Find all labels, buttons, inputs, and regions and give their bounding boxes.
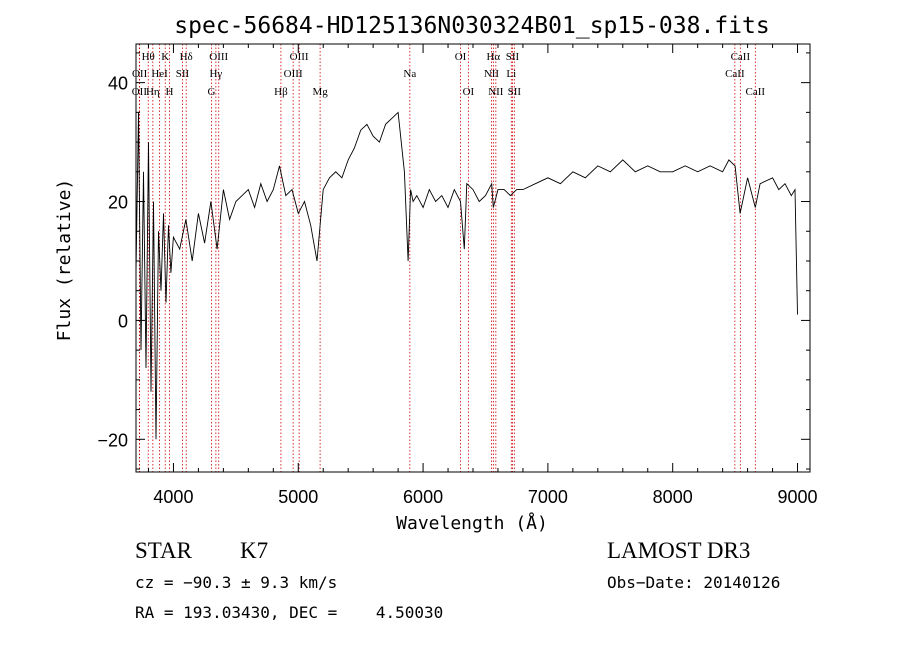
line-label-2: Hθ: [142, 51, 155, 63]
line-label-5: K: [161, 51, 169, 63]
line-label-8: Hδ: [180, 51, 193, 63]
x-tick-label-0: 4000: [153, 487, 193, 507]
line-label-10: Hγ: [209, 68, 222, 80]
line-label-18: OI: [463, 86, 475, 98]
line-label-12: Hβ: [274, 86, 288, 98]
y-axis-label: Flux (relative): [54, 179, 75, 342]
object-subclass: K7: [240, 538, 269, 563]
line-label-19: NII: [484, 68, 500, 80]
line-label-3: Hη: [146, 86, 160, 98]
line-label-23: SII: [506, 51, 520, 63]
line-label-1: OII: [132, 68, 148, 80]
x-tick-label-3: 7000: [528, 487, 568, 507]
x-axis-label: Wavelength (Å): [396, 512, 548, 534]
y-axis-ticks: −20 0 20 40: [97, 52, 810, 470]
line-label-11: OIII: [209, 51, 228, 63]
spectral-line-labels: OIIOIIHθHηHeIKHSIIHδGHγOIIIHβOIIIOIIIMgN…: [132, 51, 766, 98]
object-class: STAR: [135, 538, 192, 563]
plot-frame: [135, 43, 811, 473]
line-label-7: SII: [176, 68, 190, 80]
chart-title: spec-56684-HD125136N030324B01_sp15-038.f…: [174, 13, 769, 39]
x-axis-ticks: 4000 5000 6000 7000 8000 9000: [147, 44, 818, 507]
x-tick-label-4: 8000: [653, 487, 693, 507]
y-tick-label-1: 0: [118, 311, 128, 331]
line-label-14: OIII: [290, 51, 309, 63]
ra-dec-coordinates: RA = 193.03430, DEC = 4.50030: [135, 603, 444, 622]
line-label-20: Hα: [486, 51, 500, 63]
line-label-16: Na: [403, 68, 416, 80]
line-label-27: CaII: [746, 86, 766, 98]
line-label-13: OIII: [284, 68, 303, 80]
line-label-4: HeI: [151, 68, 168, 80]
observation-date: Obs−Date: 20140126: [607, 573, 781, 592]
y-tick-label-2: 20: [108, 193, 128, 213]
line-label-6: H: [165, 86, 173, 98]
line-label-15: Mg: [312, 86, 328, 98]
line-label-24: SII: [508, 86, 522, 98]
y-tick-label-0: −20: [97, 430, 128, 450]
line-label-0: OII: [132, 86, 148, 98]
y-tick-label-3: 40: [108, 74, 128, 94]
x-tick-label-2: 6000: [403, 487, 443, 507]
survey-name: LAMOST DR3: [607, 538, 751, 563]
line-label-9: G: [208, 86, 216, 98]
redshift-cz: cz = −90.3 ± 9.3 km/s: [135, 573, 338, 592]
spectrum-series-line: [135, 111, 798, 440]
line-label-25: CaII: [725, 68, 745, 80]
x-tick-label-1: 5000: [278, 487, 318, 507]
line-label-17: OI: [455, 51, 467, 63]
spectral-line-markers: [138, 44, 756, 472]
line-label-26: CaII: [731, 51, 751, 63]
line-label-22: Li: [506, 68, 516, 80]
x-tick-label-5: 9000: [777, 487, 817, 507]
line-label-21: NII: [488, 86, 504, 98]
